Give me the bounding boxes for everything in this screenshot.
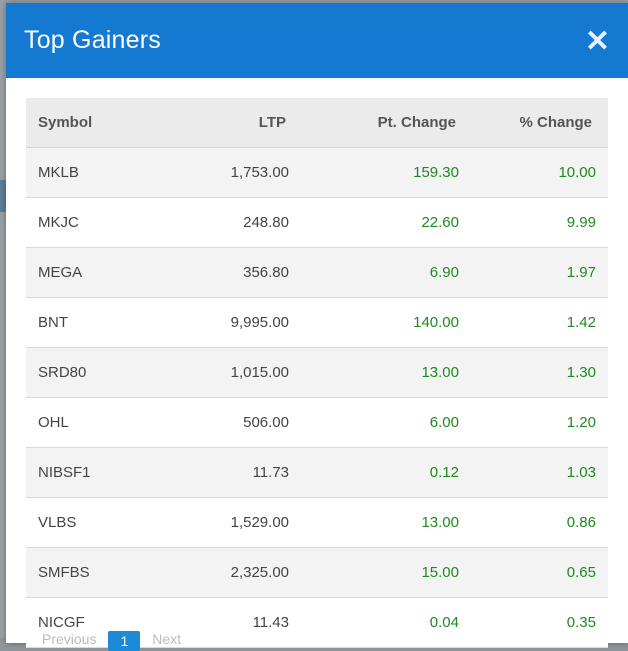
- table-row[interactable]: SRD80 1,015.00 13.00 1.30: [26, 347, 608, 398]
- next-page-button[interactable]: Next: [152, 631, 182, 647]
- cell-pt-change: 6.00: [289, 397, 459, 448]
- cell-pct-change: 10.00: [459, 147, 608, 198]
- table-row[interactable]: MEGA 356.80 6.90 1.97: [26, 247, 608, 298]
- table-row[interactable]: NIBSF1 11.73 0.12 1.03: [26, 447, 608, 498]
- cell-pt-change: 0.12: [289, 447, 459, 498]
- cell-ltp: 506.00: [149, 397, 289, 448]
- cell-pt-change: 13.00: [289, 347, 459, 398]
- cell-pct-change: 1.30: [459, 347, 608, 398]
- cell-pct-change: 1.20: [459, 397, 608, 448]
- cell-pt-change: 159.30: [289, 147, 459, 198]
- table-row[interactable]: SMFBS 2,325.00 15.00 0.65: [26, 547, 608, 598]
- previous-page-button[interactable]: Previous: [42, 631, 97, 647]
- gainers-table-container: Symbol LTP Pt. Change % Change MKLB 1,753…: [26, 98, 608, 648]
- cell-symbol: VLBS: [26, 497, 149, 548]
- cell-symbol: MEGA: [26, 247, 149, 298]
- pagination: Previous 1 Next: [42, 631, 181, 651]
- backdrop-highlight: [0, 180, 6, 212]
- column-header-symbol[interactable]: Symbol: [26, 98, 149, 148]
- cell-pct-change: 1.42: [459, 297, 608, 348]
- column-header-pt-change[interactable]: Pt. Change: [289, 98, 459, 148]
- cell-ltp: 248.80: [149, 197, 289, 248]
- cell-symbol: NIBSF1: [26, 447, 149, 498]
- cell-ltp: 356.80: [149, 247, 289, 298]
- cell-symbol: OHL: [26, 397, 149, 448]
- table-header: Symbol LTP Pt. Change % Change: [26, 98, 608, 148]
- table-row[interactable]: VLBS 1,529.00 13.00 0.86: [26, 497, 608, 548]
- page-number-button[interactable]: 1: [108, 631, 141, 651]
- table-row[interactable]: OHL 506.00 6.00 1.20: [26, 397, 608, 448]
- close-icon[interactable]: ✕: [584, 24, 610, 58]
- cell-pct-change: 0.35: [459, 597, 608, 648]
- cell-ltp: 2,325.00: [149, 547, 289, 598]
- modal-title: Top Gainers: [24, 26, 161, 54]
- cell-pt-change: 0.04: [289, 597, 459, 648]
- cell-pct-change: 1.03: [459, 447, 608, 498]
- column-header-pct-change[interactable]: % Change: [459, 98, 608, 148]
- cell-ltp: 9,995.00: [149, 297, 289, 348]
- cell-pct-change: 1.97: [459, 247, 608, 298]
- cell-ltp: 1,529.00: [149, 497, 289, 548]
- cell-symbol: SMFBS: [26, 547, 149, 598]
- cell-ltp: 1,015.00: [149, 347, 289, 398]
- table-row[interactable]: MKLB 1,753.00 159.30 10.00: [26, 147, 608, 198]
- cell-ltp: 11.73: [149, 447, 289, 498]
- cell-pt-change: 15.00: [289, 547, 459, 598]
- cell-ltp: 1,753.00: [149, 147, 289, 198]
- cell-pt-change: 140.00: [289, 297, 459, 348]
- cell-pct-change: 9.99: [459, 197, 608, 248]
- cell-symbol: MKLB: [26, 147, 149, 198]
- cell-pct-change: 0.86: [459, 497, 608, 548]
- table-body: MKLB 1,753.00 159.30 10.00 MKJC 248.80 22.60 9.…: [26, 147, 608, 648]
- cell-pct-change: 0.65: [459, 547, 608, 598]
- cell-pt-change: 6.90: [289, 247, 459, 298]
- table-row[interactable]: MKJC 248.80 22.60 9.99: [26, 197, 608, 248]
- cell-pt-change: 22.60: [289, 197, 459, 248]
- top-gainers-modal: Top Gainers ✕ Symbol LTP Pt. Change % Ch…: [6, 3, 628, 651]
- table-header-row: Symbol LTP Pt. Change % Change: [26, 98, 608, 148]
- cell-symbol: BNT: [26, 297, 149, 348]
- cell-symbol: MKJC: [26, 197, 149, 248]
- column-header-ltp[interactable]: LTP: [149, 98, 289, 148]
- cell-symbol: SRD80: [26, 347, 149, 398]
- modal-header: Top Gainers ✕: [6, 3, 628, 78]
- table-row[interactable]: BNT 9,995.00 140.00 1.42: [26, 297, 608, 348]
- gainers-table: Symbol LTP Pt. Change % Change MKLB 1,753…: [26, 98, 608, 648]
- cell-pt-change: 13.00: [289, 497, 459, 548]
